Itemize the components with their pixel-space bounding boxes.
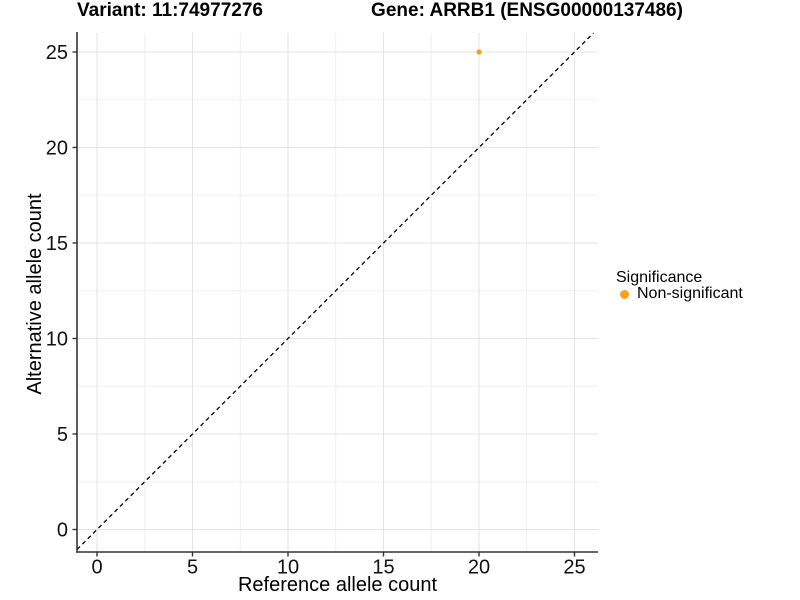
x-tick-label: 10 [277, 557, 299, 579]
y-tick-label: 15 [46, 233, 68, 255]
y-tick-label: 10 [46, 329, 68, 351]
identity-line [76, 32, 594, 550]
x-tick-label: 5 [187, 557, 198, 579]
plot-title-variant: Variant: 11:74977276 [77, 0, 263, 21]
data-point [476, 49, 482, 55]
y-tick-label: 0 [57, 520, 68, 542]
y-axis-title: Alternative allele count [24, 193, 46, 395]
legend-item-label: Non-significant [637, 285, 743, 302]
x-tick-label: 20 [468, 557, 490, 579]
y-tick-label: 20 [46, 138, 68, 160]
y-tick-label: 25 [46, 42, 68, 64]
x-tick-label: 25 [563, 557, 585, 579]
x-axis-title: Reference allele count [237, 574, 437, 596]
legend-title: Significance [616, 269, 703, 286]
legend-item: Non-significant [620, 285, 743, 304]
y-tick-label: 5 [57, 424, 68, 446]
legend-point-icon [620, 289, 629, 299]
x-tick-label: 15 [372, 557, 394, 579]
x-tick-label: 0 [91, 557, 102, 579]
plot-title-gene: Gene: ARRB1 (ENSG00000137486) [371, 0, 683, 21]
